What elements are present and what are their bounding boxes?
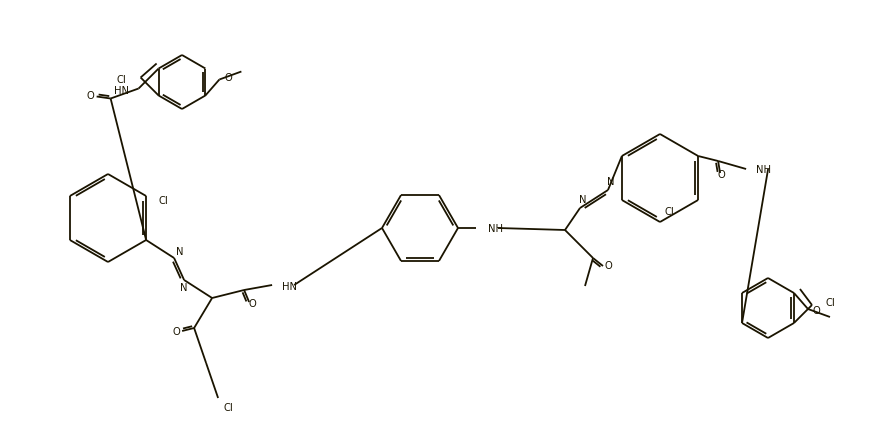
Text: O: O bbox=[172, 327, 180, 337]
Text: HN: HN bbox=[282, 282, 297, 292]
Text: N: N bbox=[176, 247, 183, 257]
Text: N: N bbox=[579, 195, 586, 205]
Text: O: O bbox=[604, 261, 612, 271]
Text: NH: NH bbox=[488, 224, 502, 234]
Text: Cl: Cl bbox=[825, 298, 835, 308]
Text: NH: NH bbox=[755, 165, 770, 175]
Text: Cl: Cl bbox=[222, 403, 233, 413]
Text: O: O bbox=[716, 170, 724, 180]
Text: O: O bbox=[248, 299, 255, 309]
Text: O: O bbox=[812, 306, 819, 316]
Text: N: N bbox=[180, 283, 188, 293]
Text: HN: HN bbox=[114, 86, 129, 95]
Text: O: O bbox=[87, 90, 95, 101]
Text: O: O bbox=[224, 72, 232, 83]
Text: N: N bbox=[607, 177, 614, 187]
Text: Cl: Cl bbox=[116, 75, 127, 84]
Text: Cl: Cl bbox=[664, 207, 674, 217]
Text: Cl: Cl bbox=[158, 196, 168, 206]
